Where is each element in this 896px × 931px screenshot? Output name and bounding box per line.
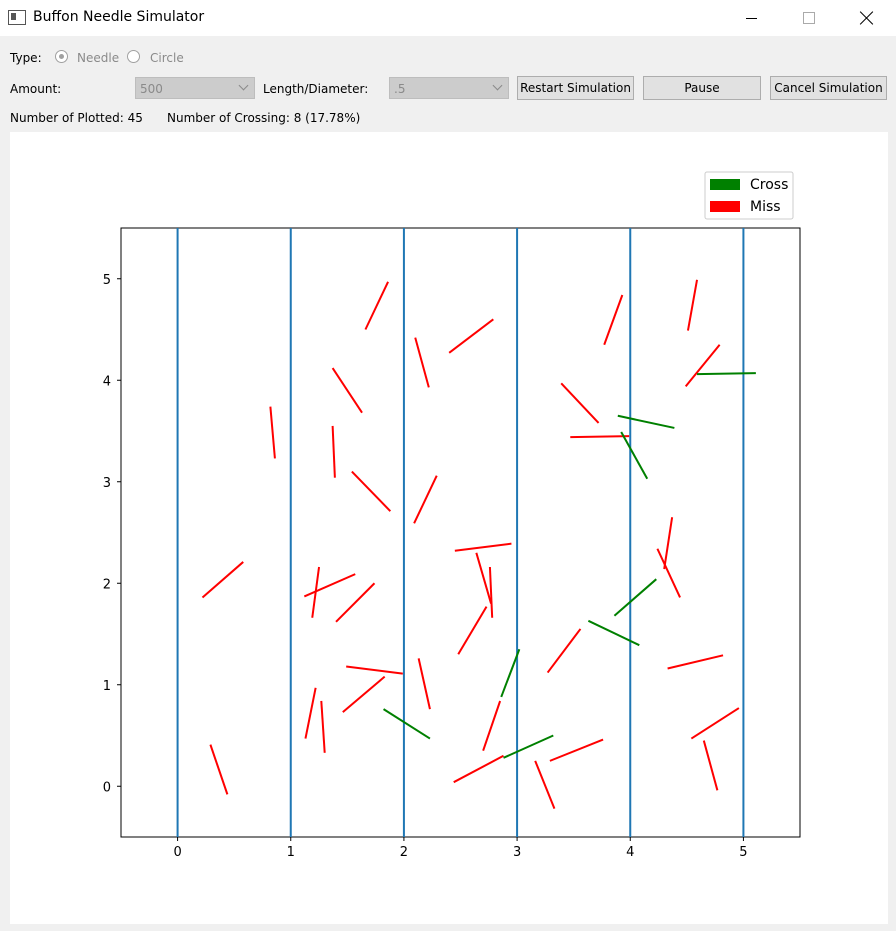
needle-cross xyxy=(587,619,640,647)
chevron-down-icon xyxy=(492,80,503,91)
needle-cross xyxy=(617,414,675,429)
minimize-button[interactable] xyxy=(722,0,780,36)
y-tick-label: 3 xyxy=(103,476,111,491)
close-icon xyxy=(860,11,874,25)
needle-miss xyxy=(201,561,244,599)
x-tick-label: 1 xyxy=(287,845,295,860)
needle-miss xyxy=(684,344,721,387)
crossing-count: Number of Crossing: 8 (17.78%) xyxy=(167,111,361,125)
y-tick-label: 2 xyxy=(103,577,111,592)
needle-miss xyxy=(269,406,276,459)
needle-miss xyxy=(448,318,494,354)
needle-miss xyxy=(549,738,604,762)
needle-miss xyxy=(351,470,392,512)
legend: Cross Miss xyxy=(704,171,794,220)
needle-cross xyxy=(697,372,756,376)
cancel-simulation-button[interactable]: Cancel Simulation xyxy=(770,76,887,100)
maximize-icon xyxy=(803,12,815,24)
length-value: .5 xyxy=(394,82,406,96)
needle-miss xyxy=(686,279,699,331)
length-select[interactable]: .5 xyxy=(389,77,509,99)
title-bar: Buffon Needle Simulator xyxy=(0,0,896,36)
needle-cross xyxy=(613,578,657,617)
needle-miss xyxy=(417,658,431,710)
needle-miss xyxy=(546,628,582,674)
needle-miss xyxy=(311,566,321,618)
needle-miss xyxy=(488,566,494,618)
legend-swatch xyxy=(710,201,740,212)
y-tick-label: 1 xyxy=(103,679,111,694)
needle-miss xyxy=(331,367,363,414)
needle-miss xyxy=(320,700,326,753)
minimize-icon xyxy=(745,17,757,19)
app-icon xyxy=(8,10,26,25)
needle-miss xyxy=(414,337,430,388)
needle-cross xyxy=(620,431,649,480)
needle-radio[interactable] xyxy=(55,50,68,63)
legend-label: Miss xyxy=(750,199,781,215)
plotted-count: Number of Plotted: 45 xyxy=(10,111,143,125)
x-tick-label: 3 xyxy=(513,845,521,860)
y-tick-label: 0 xyxy=(103,780,111,795)
maximize-button[interactable] xyxy=(780,0,838,36)
window-title: Buffon Needle Simulator xyxy=(33,9,205,25)
needle-miss xyxy=(603,294,624,346)
x-tick-label: 2 xyxy=(400,845,408,860)
needle-miss xyxy=(457,606,488,655)
needle-miss xyxy=(534,760,556,809)
needle-miss xyxy=(560,382,600,424)
needle-miss xyxy=(346,665,403,675)
circle-radio[interactable] xyxy=(127,50,140,63)
needle-miss xyxy=(454,542,512,552)
length-label: Length/Diameter: xyxy=(263,82,369,96)
y-tick-label: 4 xyxy=(103,374,111,389)
legend-label: Cross xyxy=(750,177,788,193)
needle-miss xyxy=(702,740,719,791)
legend-swatch xyxy=(710,179,740,190)
amount-label: Amount: xyxy=(10,82,62,96)
restart-simulation-button[interactable]: Restart Simulation xyxy=(517,76,634,100)
needle-miss xyxy=(209,744,229,795)
needle-miss xyxy=(335,582,376,623)
pause-button[interactable]: Pause xyxy=(643,76,761,100)
chevron-down-icon xyxy=(238,80,249,91)
needle-miss xyxy=(663,517,674,570)
needle-miss xyxy=(570,435,630,439)
type-label: Type: xyxy=(10,51,42,65)
needle-cross xyxy=(503,734,554,759)
amount-select[interactable]: 500 xyxy=(135,77,255,99)
x-tick-label: 5 xyxy=(739,845,747,860)
x-tick-label: 0 xyxy=(173,845,181,860)
needle-miss xyxy=(690,707,740,740)
needles xyxy=(201,279,756,809)
y-axis: 0 1 2 3 4 5 xyxy=(103,273,121,795)
vertical-lines xyxy=(176,228,745,837)
needle-miss xyxy=(331,425,336,478)
needle-miss xyxy=(453,754,504,784)
y-tick-label: 5 xyxy=(103,273,111,288)
needle-miss xyxy=(482,700,502,752)
plot-canvas: 0 1 2 3 4 5 0 1 2 3 4 5 Cross Miss xyxy=(10,132,888,924)
needle-miss xyxy=(413,475,438,524)
needle-miss xyxy=(667,654,724,670)
needle-miss xyxy=(656,548,681,598)
needle-miss xyxy=(303,573,356,598)
needle-miss xyxy=(475,552,493,604)
x-axis: 0 1 2 3 4 5 xyxy=(173,837,748,860)
needle-cross xyxy=(383,708,431,740)
x-tick-label: 4 xyxy=(626,845,634,860)
amount-value: 500 xyxy=(140,82,163,96)
axes-frame xyxy=(120,227,801,838)
needle-plot: 0 1 2 3 4 5 0 1 2 3 4 5 Cross Miss xyxy=(103,171,801,860)
needle-miss xyxy=(304,687,317,739)
close-button[interactable] xyxy=(838,0,896,36)
needle-radio-label: Needle xyxy=(77,51,120,65)
needle-miss xyxy=(342,675,386,713)
needle-cross xyxy=(500,648,521,698)
circle-radio-label: Circle xyxy=(150,51,184,65)
needle-miss xyxy=(364,281,389,330)
